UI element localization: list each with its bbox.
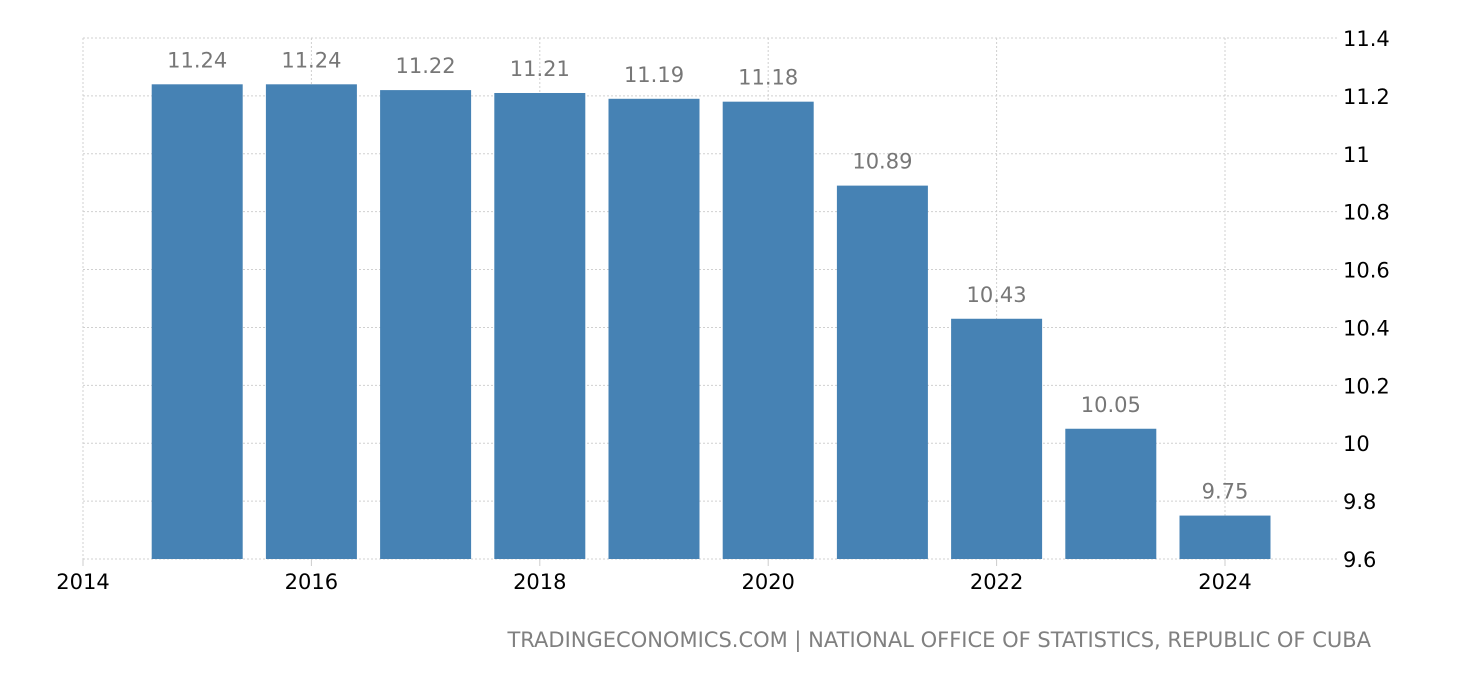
x-tick-label: 2014 [56, 570, 109, 594]
y-tick-label: 9.8 [1343, 490, 1376, 514]
data-label-2023: 10.05 [1081, 393, 1141, 417]
data-label-2024: 9.75 [1202, 480, 1249, 504]
source-credit: TRADINGECONOMICS.COM | NATIONAL OFFICE O… [507, 628, 1371, 652]
data-label-2016: 11.24 [281, 48, 341, 72]
data-label-2020: 11.18 [738, 66, 798, 90]
bar-2022 [951, 318, 1043, 559]
y-tick-label: 11.4 [1343, 27, 1390, 51]
y-tick-label: 10.8 [1343, 201, 1390, 225]
x-tick-label: 2022 [970, 570, 1023, 594]
x-tick-label: 2018 [513, 570, 566, 594]
data-label-2019: 11.19 [624, 63, 684, 87]
bar-2018 [494, 92, 586, 559]
data-label-2021: 10.89 [852, 150, 912, 174]
x-tick-label: 2024 [1198, 570, 1251, 594]
y-tick-label: 10 [1343, 432, 1370, 456]
bar-2024 [1179, 515, 1271, 559]
bar-2017 [380, 90, 472, 559]
bar-2019 [608, 98, 700, 560]
x-tick-label: 2020 [741, 570, 794, 594]
data-label-2017: 11.22 [396, 54, 456, 78]
y-tick-label: 11 [1343, 143, 1370, 167]
bar-2020 [722, 101, 814, 559]
y-tick-label: 9.6 [1343, 548, 1376, 572]
bar-2015 [151, 84, 243, 560]
y-tick-label: 10.4 [1343, 316, 1390, 340]
y-tick-label: 10.2 [1343, 374, 1390, 398]
data-label-2022: 10.43 [967, 283, 1027, 307]
data-label-2015: 11.24 [167, 48, 227, 72]
bar-chart: 9.6 9.8 10 10.2 10.4 10.6 10.8 11 11.2 11.4 2014 20… [56, 27, 1390, 594]
data-label-2018: 11.21 [510, 57, 570, 81]
bar-2021 [836, 185, 928, 559]
bar-2023 [1065, 428, 1157, 559]
bar-2016 [265, 84, 357, 560]
y-tick-label: 11.2 [1343, 85, 1390, 109]
x-tick-label: 2016 [285, 570, 338, 594]
y-tick-label: 10.6 [1343, 259, 1390, 283]
